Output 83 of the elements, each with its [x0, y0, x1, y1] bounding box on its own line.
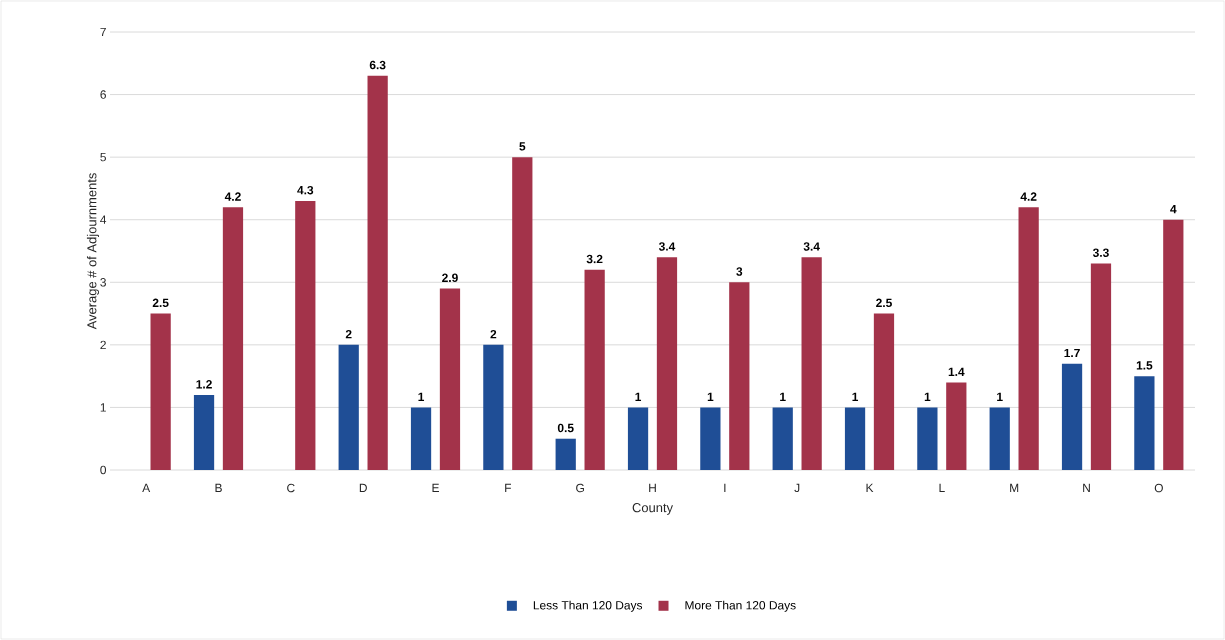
data-label: 1 — [997, 392, 1003, 401]
data-label: 2.5 — [876, 298, 892, 308]
data-label: 0.5 — [557, 423, 574, 433]
x-axis-title: County — [632, 503, 673, 515]
bar — [656, 257, 678, 470]
y-axis-title: Average # of Adjournments — [86, 173, 99, 330]
y-tick-label: 3 — [100, 278, 106, 287]
data-label: 1.5 — [1136, 361, 1153, 370]
x-tick-label: B — [215, 483, 222, 492]
x-tick-label: E — [432, 483, 439, 492]
bar — [367, 75, 388, 470]
legend-label: Less Than 120 Days — [533, 600, 643, 612]
bar — [1090, 263, 1112, 470]
bar — [772, 407, 793, 470]
y-tick-label: 5 — [100, 152, 106, 162]
y-tick-label: 6 — [100, 90, 106, 99]
bar — [1061, 363, 1083, 470]
data-label: 4.2 — [1020, 192, 1037, 201]
bar — [222, 207, 244, 470]
x-tick-label: F — [505, 483, 512, 492]
bar — [700, 407, 721, 470]
data-label: 3.4 — [658, 242, 676, 251]
bar — [946, 382, 967, 470]
bar — [844, 407, 866, 470]
data-label: 2.9 — [442, 273, 458, 283]
data-label: 6.3 — [369, 60, 386, 70]
data-label: 3.3 — [1092, 248, 1109, 257]
bar — [512, 157, 533, 470]
bar — [193, 394, 215, 470]
data-label: 1.4 — [948, 367, 965, 376]
bar — [873, 313, 895, 470]
data-label: 5 — [519, 142, 526, 151]
bar — [627, 407, 649, 470]
data-label: 4 — [1170, 204, 1177, 214]
bar — [150, 313, 171, 470]
x-tick-label: I — [724, 483, 726, 492]
bar — [338, 344, 359, 470]
y-tick-label: 4 — [100, 215, 107, 224]
data-label: 3.4 — [803, 242, 820, 251]
x-tick-label: G — [576, 483, 584, 493]
data-label: 3 — [736, 267, 743, 276]
data-label: 2 — [490, 329, 497, 339]
bar — [483, 344, 504, 470]
bar — [989, 407, 1010, 470]
x-tick-label: K — [866, 483, 874, 492]
legend-label: More Than 120 Days — [685, 600, 796, 612]
x-tick-label: A — [142, 483, 151, 492]
y-tick-label: 0 — [100, 465, 107, 475]
data-label: 1.2 — [196, 380, 212, 389]
data-label: 1 — [852, 392, 859, 401]
bar — [295, 200, 316, 470]
bar — [584, 269, 605, 470]
x-tick-label: N — [1083, 483, 1090, 492]
bar — [801, 257, 822, 470]
bar — [917, 407, 938, 470]
data-label: 1 — [635, 392, 642, 401]
y-tick-label: 7 — [100, 27, 106, 37]
data-label: 1 — [780, 392, 786, 401]
x-tick-label: D — [359, 483, 367, 492]
x-tick-label: J — [794, 483, 800, 493]
data-label: 1.7 — [1064, 348, 1080, 358]
bar — [1134, 376, 1155, 470]
data-label: 3.2 — [586, 254, 603, 264]
y-tick-label: 2 — [100, 340, 106, 350]
data-label: 4.3 — [297, 185, 314, 195]
data-label: 4.2 — [224, 192, 241, 201]
bar — [439, 288, 461, 470]
bar — [1163, 219, 1184, 470]
x-tick-label: H — [649, 483, 656, 492]
x-tick-label: L — [939, 483, 945, 492]
x-tick-label: O — [1154, 483, 1163, 493]
data-label: 2.5 — [152, 298, 169, 308]
data-label: 1 — [707, 392, 714, 401]
bar — [729, 282, 750, 470]
data-label: 1 — [924, 392, 931, 401]
x-tick-label: C — [287, 483, 295, 493]
data-label: 2 — [345, 329, 352, 339]
x-tick-label: M — [1010, 483, 1019, 492]
y-tick-label: 1 — [100, 403, 106, 412]
bar — [410, 407, 432, 470]
bar — [1018, 207, 1039, 470]
bar — [555, 438, 576, 470]
data-label: 1 — [418, 392, 425, 401]
